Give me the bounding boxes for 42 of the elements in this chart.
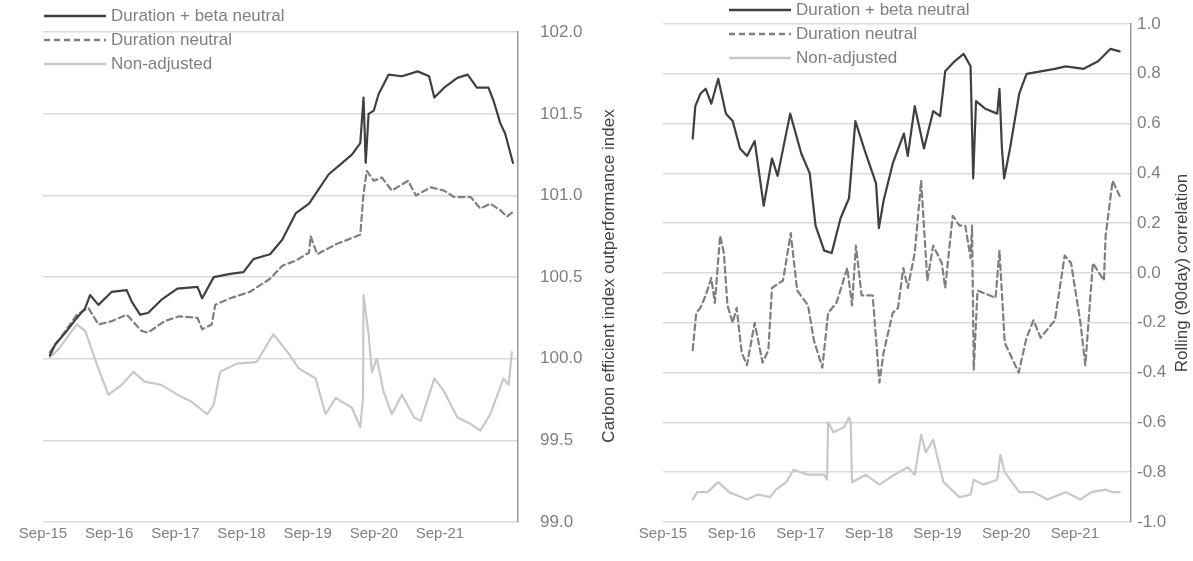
y-tick-label: 99.0 xyxy=(540,511,574,531)
y-tick-label: 100.5 xyxy=(540,266,583,286)
x-tick-label: Sep-20 xyxy=(982,524,1031,542)
legend-label: Non-adjusted xyxy=(111,53,213,75)
y-tick-label: 102.0 xyxy=(540,21,583,41)
y-axis-title: Carbon efficient index outperformance index xyxy=(598,108,618,443)
x-tick-label: Sep-19 xyxy=(913,524,962,542)
legend-label: Duration neutral xyxy=(111,29,232,51)
y-tick-label: 101.5 xyxy=(540,103,583,123)
y-tick-label: 101.0 xyxy=(540,185,583,205)
x-tick-label: Sep-21 xyxy=(415,524,465,542)
x-tick-label: Sep-20 xyxy=(349,524,399,542)
y-tick-label: 100.0 xyxy=(540,348,583,368)
line-series xyxy=(691,179,1121,384)
x-tick-label: Sep-16 xyxy=(85,524,134,542)
legend-label: Duration neutral xyxy=(796,23,917,45)
y-tick-label: -0.6 xyxy=(1137,412,1167,432)
x-tick-label: Sep-15 xyxy=(18,524,68,542)
legend-label: Duration + beta neutral xyxy=(796,0,970,21)
y-tick-label: 0.6 xyxy=(1137,113,1161,133)
y-axis-title: Rolling (90day) correlation xyxy=(1171,173,1191,373)
y-tick-label: -0.8 xyxy=(1137,461,1167,481)
x-tick-label: Sep-17 xyxy=(776,524,825,542)
x-tick-label: Sep-18 xyxy=(217,524,266,542)
x-tick-label: Sep-18 xyxy=(844,524,894,542)
x-tick-label: Sep-17 xyxy=(151,524,200,542)
y-tick-label: -0.2 xyxy=(1137,312,1167,332)
x-tick-label: Sep-16 xyxy=(707,524,756,542)
y-tick-label: 99.5 xyxy=(540,430,574,450)
x-tick-label: Sep-19 xyxy=(283,524,332,542)
y-tick-label: 0.2 xyxy=(1137,212,1161,232)
x-tick-label: Sep-21 xyxy=(1050,524,1100,542)
legend-label: Duration + beta neutral xyxy=(111,5,285,27)
y-tick-label: 0.4 xyxy=(1137,163,1161,183)
y-tick-label: -1.0 xyxy=(1137,511,1167,531)
y-tick-label: 0.0 xyxy=(1137,262,1161,282)
y-tick-label: -0.4 xyxy=(1137,362,1167,382)
line-series xyxy=(48,169,515,354)
y-tick-label: 1.0 xyxy=(1137,13,1161,33)
legend-label: Non-adjusted xyxy=(796,47,898,69)
x-tick-label: Sep-15 xyxy=(638,524,688,542)
y-tick-label: 0.8 xyxy=(1137,63,1161,83)
